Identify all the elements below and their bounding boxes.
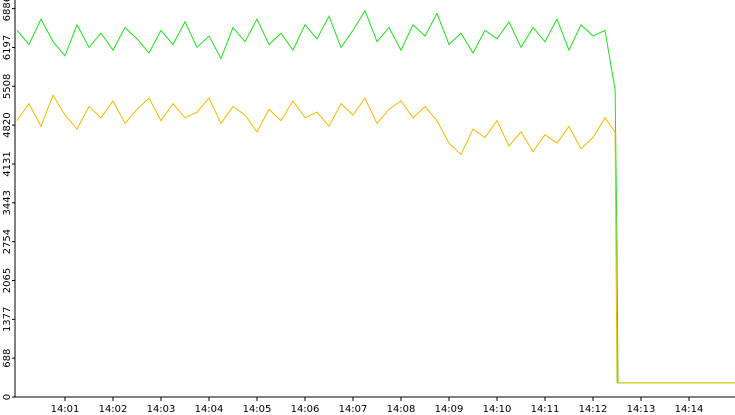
x-tick-label: 14:12 bbox=[579, 404, 608, 415]
series-line bbox=[16, 94, 735, 384]
x-tick-label: 14:04 bbox=[195, 404, 224, 415]
x-tick-label: 14:05 bbox=[243, 404, 272, 415]
x-tick-label: 14:01 bbox=[51, 404, 80, 415]
y-tick-label: 4131 bbox=[2, 151, 13, 176]
x-tick-label: 14:02 bbox=[99, 404, 128, 415]
y-tick-label: 1377 bbox=[2, 307, 13, 332]
y-tick-label: 0 bbox=[2, 394, 13, 400]
x-tick-label: 14:11 bbox=[531, 404, 560, 415]
y-tick-label: 2754 bbox=[2, 229, 13, 254]
y-tick-label: 4820 bbox=[2, 112, 13, 137]
y-tick-label: 5508 bbox=[2, 74, 13, 99]
x-tick-label: 14:14 bbox=[675, 404, 704, 415]
y-tick-label: 3443 bbox=[2, 190, 13, 215]
x-tick-label: 14:13 bbox=[627, 404, 656, 415]
x-tick-label: 14:09 bbox=[435, 404, 464, 415]
y-tick-label: 6886 bbox=[2, 0, 13, 21]
y-tick-label: 688 bbox=[2, 349, 13, 368]
x-tick-label: 14:08 bbox=[387, 404, 416, 415]
x-tick-label: 14:10 bbox=[483, 404, 512, 415]
x-tick-label: 14:03 bbox=[147, 404, 176, 415]
series-line bbox=[16, 9, 735, 384]
y-tick-label: 6197 bbox=[2, 35, 13, 60]
x-tick-label: 14:07 bbox=[339, 404, 368, 415]
x-tick-label: 14:06 bbox=[291, 404, 320, 415]
y-tick-label: 2065 bbox=[2, 268, 13, 293]
